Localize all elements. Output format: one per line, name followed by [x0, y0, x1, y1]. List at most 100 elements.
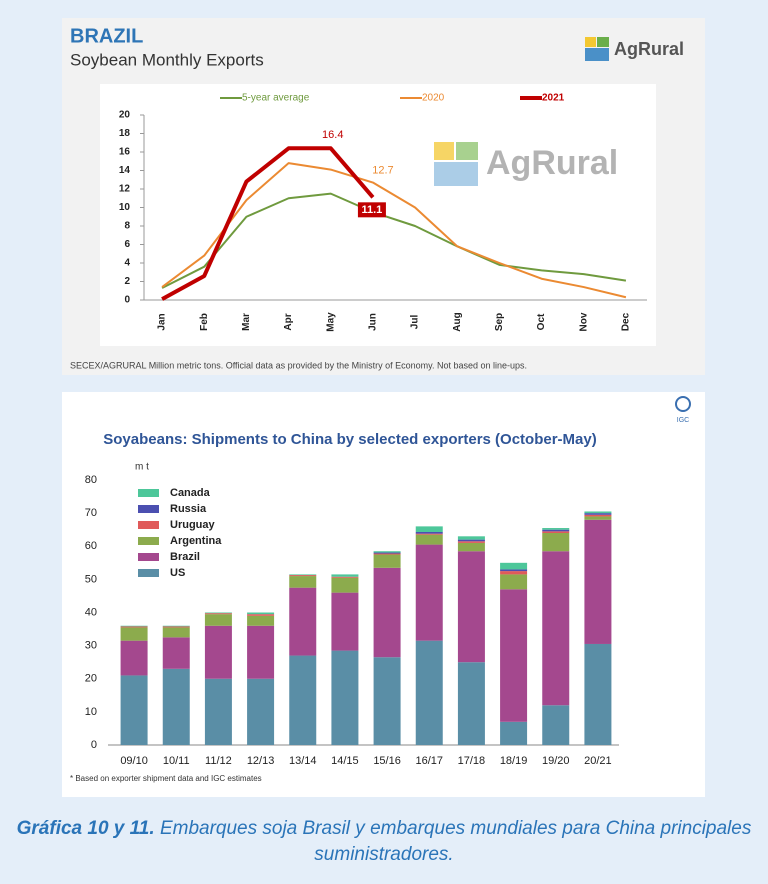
bar-segment — [247, 625, 275, 679]
x-tick-label: 11/12 — [205, 755, 232, 767]
bar-segment — [415, 640, 443, 745]
logo-piece — [597, 37, 609, 47]
y-tick-label: 16 — [119, 147, 131, 158]
bar-segment — [204, 678, 232, 745]
line — [161, 162, 627, 299]
bar-segment — [415, 532, 443, 534]
y-tick-label: 20 — [119, 110, 131, 121]
x-tick-label: Jul — [410, 315, 421, 330]
legend-swatch — [138, 521, 159, 529]
source-note: SECEX/AGRURAL Million metric tons. Offic… — [70, 360, 527, 370]
bar-segment — [247, 614, 275, 616]
bar-segment — [415, 533, 443, 535]
logo-globe — [675, 396, 691, 412]
bar-segment — [542, 529, 570, 532]
legend-label: Brazil — [170, 551, 200, 563]
line — [161, 192, 627, 289]
bar-segment — [584, 513, 612, 515]
bar-segment — [584, 511, 612, 514]
bar-segment — [247, 678, 275, 745]
legend-label: 2020 — [422, 93, 445, 104]
data-label-box — [357, 202, 386, 218]
y-tick-label: 10 — [119, 202, 131, 213]
legend-swatch — [138, 489, 159, 497]
x-tick-label: 16/17 — [415, 755, 443, 767]
legend-swatch — [138, 505, 159, 513]
data-label: 11.1 — [362, 204, 383, 216]
bar-segment — [120, 675, 148, 745]
bar-segment — [247, 612, 275, 615]
legend-label: 5-year average — [242, 93, 310, 104]
data-label: 16.4 — [322, 129, 343, 141]
bar-segment — [373, 552, 401, 554]
bar-segment — [500, 571, 528, 575]
bar-segment — [120, 640, 148, 676]
legend-swatch — [138, 553, 159, 561]
bar-segment — [120, 626, 148, 628]
bar-segment — [584, 643, 612, 745]
brand-watermark: AgRural — [486, 144, 618, 182]
bar-segment — [457, 541, 485, 543]
y-tick-label: 60 — [85, 540, 97, 552]
igc-logo: IGC — [675, 396, 691, 424]
caption-text: Embarques soja Brasil y embarques mundia… — [159, 818, 752, 865]
data-label: 12.7 — [372, 164, 393, 176]
bar-segment — [542, 533, 570, 552]
chart-subtitle: Soybean Monthly Exports — [70, 50, 264, 69]
bar-segment — [204, 613, 232, 615]
bar-segment — [457, 662, 485, 745]
bar-segment — [500, 569, 528, 572]
watermark: AgRural — [434, 142, 618, 186]
x-tick-label: Feb — [199, 313, 210, 331]
x-tick-label: Mar — [241, 313, 252, 331]
logo-piece — [434, 142, 454, 160]
y-tick-label: 0 — [124, 295, 130, 306]
bar-segment — [500, 589, 528, 722]
bar-segment — [542, 551, 570, 706]
x-tick-label: 13/14 — [289, 755, 317, 767]
bar-segment — [331, 577, 359, 593]
bar-segment — [162, 637, 190, 669]
bar-segment — [331, 650, 359, 745]
y-tick-label: 20 — [85, 673, 97, 685]
bar-segment — [415, 526, 443, 533]
y-tick-label: 0 — [91, 739, 97, 751]
line — [161, 146, 375, 301]
bar-segment — [542, 705, 570, 745]
bar-segment — [373, 554, 401, 568]
y-tick-label: 6 — [124, 239, 130, 250]
bar-segment — [584, 516, 612, 520]
bar-segment — [457, 542, 485, 552]
legend-label: Argentina — [170, 535, 222, 547]
bar-segment — [289, 655, 317, 745]
x-tick-label: 19/20 — [542, 755, 570, 767]
caption-label: Gráfica 10 y 11. — [16, 818, 155, 839]
x-tick-label: 17/18 — [458, 755, 486, 767]
bar-segment — [457, 539, 485, 542]
legend-swatch — [138, 569, 159, 577]
x-tick-label: Dec — [621, 312, 632, 331]
bar-segment — [415, 544, 443, 641]
bar-segment — [415, 534, 443, 545]
legend-label: US — [170, 567, 185, 579]
bar-segment — [120, 625, 148, 627]
legend-label: Russia — [170, 503, 207, 515]
bar-segment — [584, 519, 612, 644]
logo-piece — [585, 37, 596, 47]
y-tick-label: 12 — [119, 184, 131, 195]
x-tick-label: 18/19 — [500, 755, 528, 767]
bar-segment — [584, 514, 612, 517]
legend-label: Uruguay — [170, 519, 216, 531]
x-tick-label: 15/16 — [373, 755, 401, 767]
x-tick-label: 20/21 — [584, 755, 612, 767]
bar-segment — [204, 614, 232, 626]
y-tick-label: 8 — [124, 221, 130, 232]
bar-segment — [542, 528, 570, 530]
bar-segment — [331, 576, 359, 578]
x-tick-label: Aug — [452, 312, 463, 331]
y-tick-label: 14 — [119, 165, 131, 176]
brand-name: AgRural — [614, 39, 684, 59]
bar-segment — [500, 721, 528, 745]
x-tick-label: Oct — [536, 313, 547, 330]
